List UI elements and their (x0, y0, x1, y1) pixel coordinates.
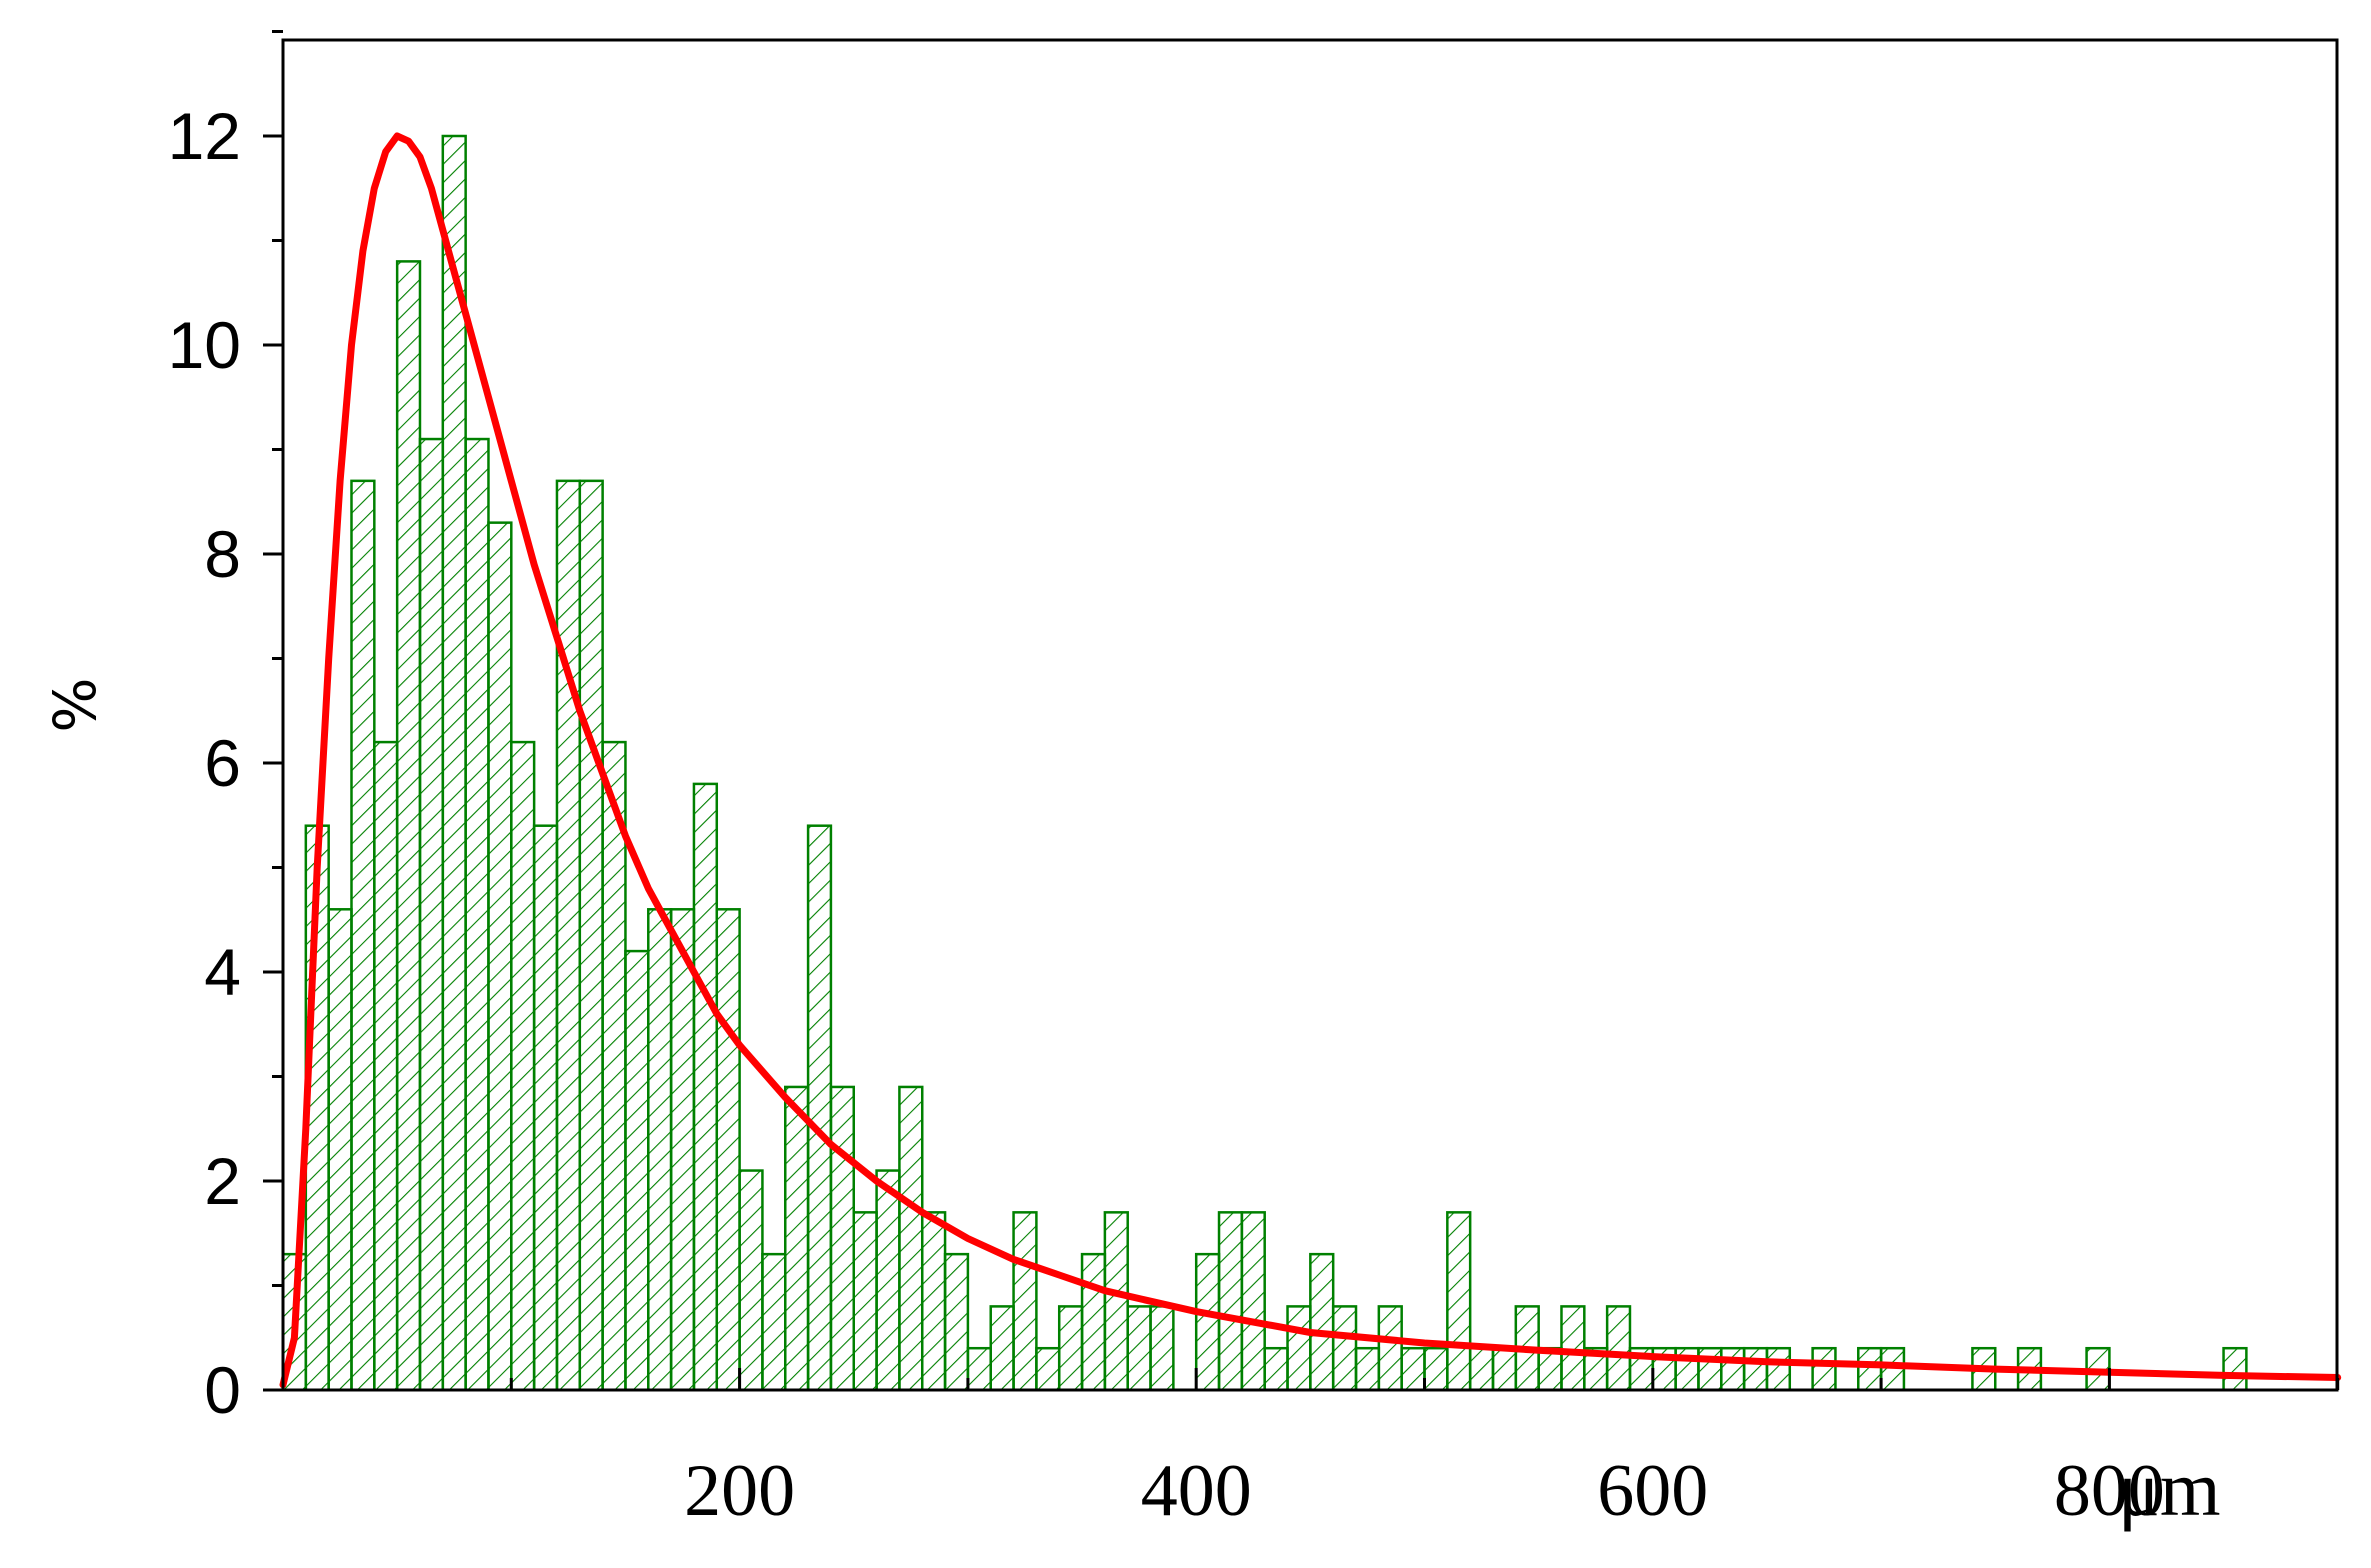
histogram-bar (1354, 1346, 1381, 1392)
y-axis-label: % (41, 677, 109, 732)
x-tick-label: 400 (1141, 1450, 1252, 1532)
histogram-bar (761, 1252, 787, 1392)
histogram-bar (601, 740, 627, 1392)
y-tick-label: 4 (204, 935, 241, 1009)
histogram-bar (373, 740, 399, 1392)
histogram-bar (1103, 1211, 1129, 1392)
histogram-bar (487, 521, 513, 1392)
histogram-bar (1857, 1346, 1883, 1392)
histogram-bar (510, 740, 536, 1392)
histogram-bar (1309, 1252, 1335, 1392)
histogram-bar (920, 1211, 947, 1392)
y-tick-label: 8 (204, 517, 241, 591)
histogram-bar (1423, 1346, 1449, 1392)
histogram-bar (327, 908, 353, 1392)
histogram-bar (692, 782, 719, 1392)
histogram-bar (555, 479, 582, 1392)
histogram-bars (281, 134, 2248, 1392)
x-tick-label: 600 (1597, 1450, 1708, 1532)
histogram-bar (669, 908, 696, 1392)
plot-frame (281, 38, 2339, 1392)
y-axis: 0 2 4 6 8 10 12 (168, 30, 283, 1427)
histogram-bar (829, 1085, 855, 1392)
histogram-bar (1765, 1346, 1792, 1392)
histogram-bar (875, 1169, 901, 1392)
histogram-bar (1491, 1346, 1518, 1392)
y-tick-label: 2 (204, 1144, 241, 1218)
histogram-bar (350, 479, 376, 1392)
histogram-bar (715, 908, 741, 1392)
histogram-bar (395, 260, 422, 1392)
fit-curve (279, 132, 2342, 1389)
histogram-bar (1446, 1211, 1472, 1392)
histogram-bar (1057, 1305, 1084, 1392)
x-tick-label: 800 (2054, 1450, 2165, 1532)
histogram-bar (1400, 1346, 1426, 1392)
histogram-bar (738, 1169, 764, 1392)
histogram-bar (464, 437, 490, 1392)
histogram-bar (418, 437, 445, 1392)
histogram-bar (624, 949, 650, 1392)
histogram-bar (1331, 1305, 1358, 1392)
histogram-bar (943, 1252, 970, 1392)
histogram-bar (1560, 1305, 1586, 1392)
histogram-bar (1217, 1211, 1244, 1392)
histogram-bar (1742, 1346, 1769, 1392)
histogram-bar (2222, 1346, 2248, 1392)
histogram-bar (441, 134, 467, 1392)
histogram-bar (1468, 1346, 1495, 1392)
histogram-bar (1377, 1305, 1403, 1392)
histogram-bar (1126, 1305, 1152, 1392)
histogram-bar (898, 1085, 924, 1392)
histogram-bar (806, 824, 833, 1392)
x-tick-label: 200 (684, 1450, 795, 1532)
histogram-bar (578, 479, 604, 1392)
x-axis: 200 400 600 800 (509, 1368, 2340, 1532)
y-tick-label: 12 (168, 99, 241, 173)
y-tick-label: 0 (204, 1353, 241, 1427)
histogram-bar (966, 1346, 992, 1392)
histogram-bar (989, 1305, 1015, 1392)
histogram-bar (852, 1211, 878, 1392)
histogram-bar (784, 1085, 810, 1392)
histogram-bar (1149, 1305, 1175, 1392)
y-tick-label: 6 (204, 726, 241, 800)
histogram-bar (1194, 1252, 1221, 1392)
histogram-bar (1720, 1346, 1746, 1392)
histogram-bar (1286, 1305, 1312, 1392)
histogram-bar (647, 908, 673, 1392)
histogram-bar (1080, 1252, 1107, 1392)
histogram-bar (1240, 1211, 1266, 1392)
histogram-bar (1263, 1346, 1289, 1392)
histogram-bar (1012, 1211, 1038, 1392)
histogram-bar (1035, 1346, 1061, 1392)
x-axis-unit-label: μm (2118, 1445, 2221, 1532)
histogram-bar (1811, 1346, 1837, 1392)
histogram-bar (1605, 1305, 1632, 1392)
histogram-bar (1697, 1346, 1723, 1392)
histogram-bar (532, 824, 559, 1392)
y-tick-label: 10 (168, 308, 241, 382)
